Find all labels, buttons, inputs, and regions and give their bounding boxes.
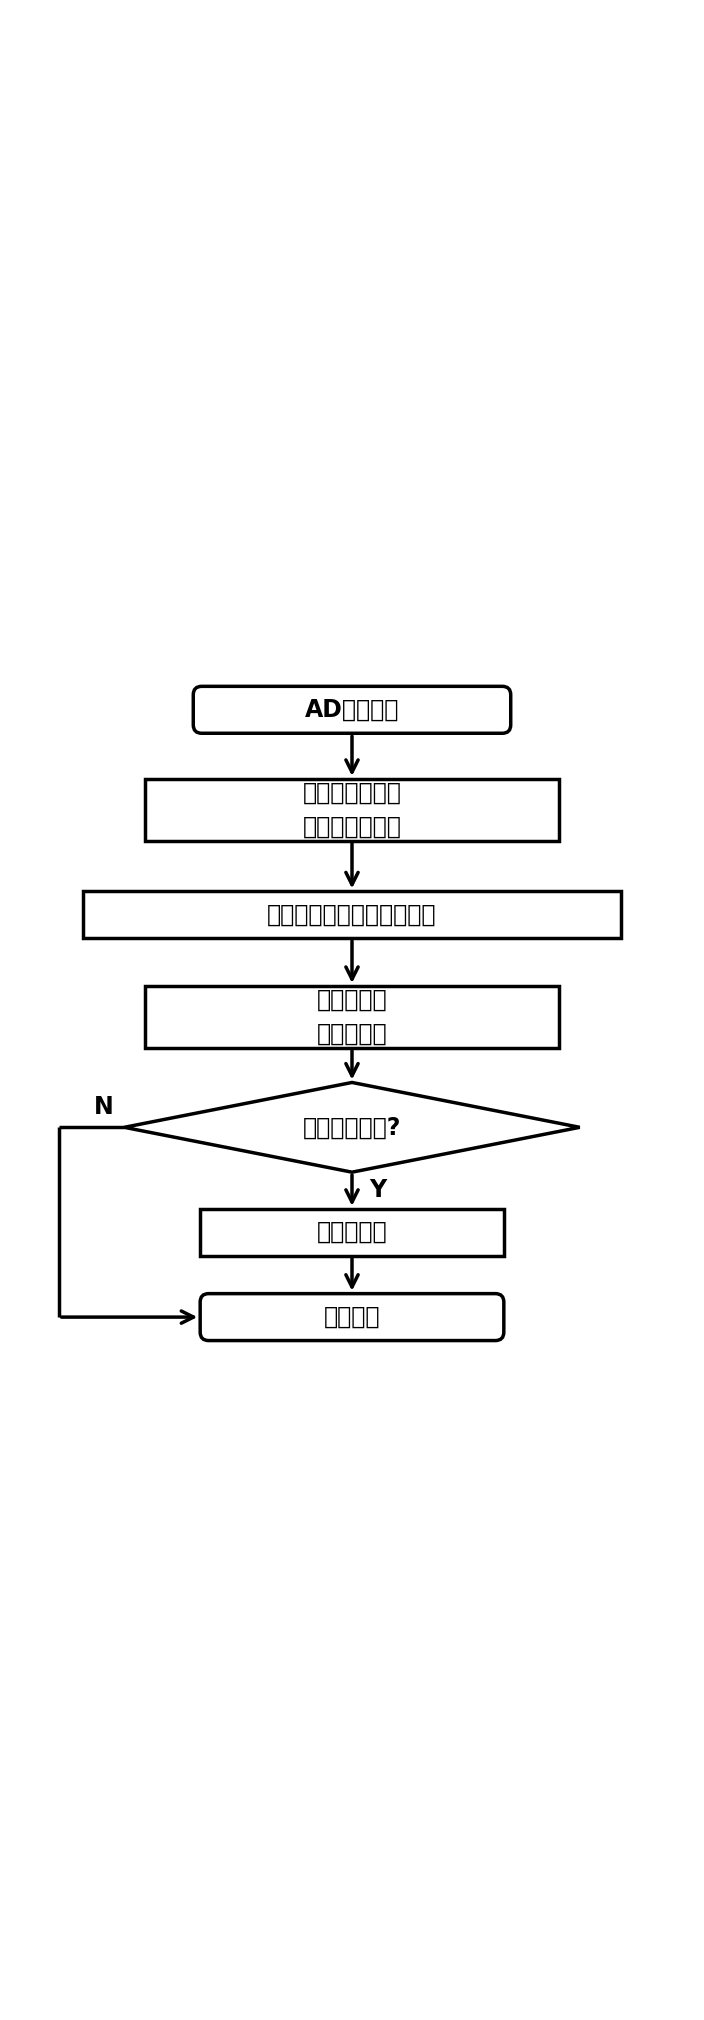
FancyBboxPatch shape [200, 1293, 504, 1341]
Text: AD中断开启: AD中断开启 [305, 697, 399, 721]
Bar [200, 1208, 504, 1256]
Text: 中断返回: 中断返回 [324, 1305, 380, 1329]
FancyBboxPatch shape [194, 687, 510, 733]
Text: Y: Y [370, 1178, 386, 1202]
Text: 对每一相进行残余直流滤波: 对每一相进行残余直流滤波 [268, 903, 436, 927]
Text: N: N [94, 1095, 113, 1119]
Text: 秒计量任务: 秒计量任务 [317, 1220, 387, 1244]
Bar [145, 780, 559, 840]
Bar [83, 891, 621, 937]
Text: 读取三相电压值
读取三相电流值: 读取三相电压值 读取三相电流值 [303, 782, 401, 838]
Text: 电压值累积
电流值累积: 电压值累积 电流值累积 [317, 988, 387, 1046]
Bar [145, 986, 559, 1048]
Text: 三相计量完成?: 三相计量完成? [303, 1115, 401, 1139]
Polygon shape [125, 1083, 579, 1172]
